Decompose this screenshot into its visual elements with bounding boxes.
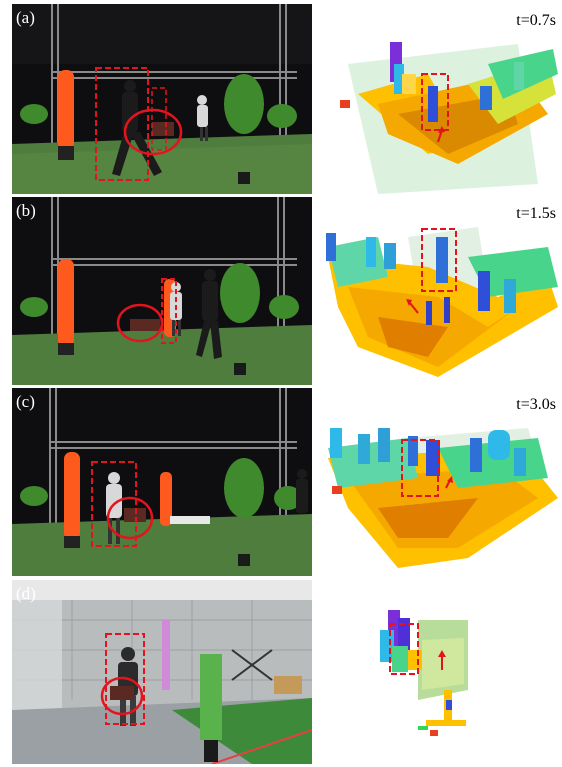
panel-label-c: (c) (16, 392, 35, 411)
time-label-c: t=3.0s (516, 396, 556, 413)
scene-a (12, 4, 312, 194)
map-panel-b: t=1.5s (318, 197, 562, 385)
voxel-map-d (380, 610, 468, 736)
map-panel-a: t=0.7s (318, 4, 562, 194)
scene-b (12, 197, 312, 385)
photo-panel-c: (c) (12, 388, 312, 576)
voxel-map-c (328, 428, 558, 568)
map-panel-c: t=3.0s (318, 388, 562, 576)
time-label-a: t=0.7s (516, 12, 556, 29)
photo-panel-d: (d) (12, 580, 312, 764)
voxel-map-a (340, 42, 558, 194)
map-panel-d (318, 580, 562, 764)
photo-panel-b: (b) (12, 197, 312, 385)
time-label-b: t=1.5s (516, 205, 556, 222)
photo-panel-a: (a) (12, 4, 312, 194)
scene-d (12, 580, 312, 764)
panel-label-b: (b) (16, 201, 36, 220)
panel-label-d: (d) (16, 584, 36, 603)
panel-label-a: (a) (16, 8, 35, 27)
scene-c (12, 388, 312, 576)
voxel-map-b (326, 227, 558, 377)
